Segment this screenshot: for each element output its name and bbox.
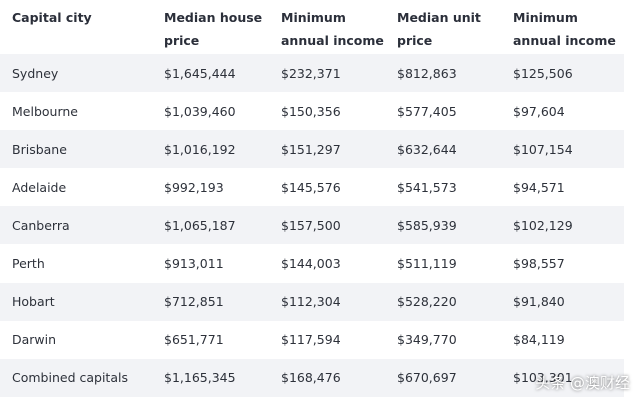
header-cell: Minimum annual income — [513, 10, 616, 48]
header-cell: Capital city — [12, 10, 92, 25]
city-cell: Canberra — [12, 217, 70, 233]
city-cell: Adelaide — [12, 179, 67, 195]
value-cell: $168,476 — [281, 370, 341, 386]
value-cell: $712,851 — [164, 294, 224, 310]
value-cell: $84,119 — [513, 332, 565, 348]
table-header: Capital city Median house price Minimum an… — [0, 0, 624, 54]
table-row: Combined capitals $1,165,345 $168,476 $670,… — [0, 358, 624, 397]
value-cell: $103,301 — [513, 370, 573, 386]
table-row: Melbourne $1,039,460 $150,356 $577,405 $97,6… — [0, 92, 624, 130]
table-row: Perth $913,011 $144,003 $511,119 $98,557 — [0, 244, 624, 282]
value-cell: $1,165,345 — [164, 370, 236, 386]
table-body: Sydney $1,645,444 $232,371 $812,863 $125,506… — [0, 54, 624, 397]
value-cell: $94,571 — [513, 179, 565, 195]
value-cell: $107,154 — [513, 141, 573, 157]
value-cell: $349,770 — [397, 332, 457, 348]
city-cell: Hobart — [12, 294, 55, 310]
city-cell: Perth — [12, 256, 45, 272]
header-row: Capital city Median house price Minimum an… — [0, 0, 624, 54]
value-cell: $585,939 — [397, 217, 457, 233]
table-row: Hobart $712,851 $112,304 $528,220 $91,840 — [0, 282, 624, 321]
value-cell: $812,863 — [397, 65, 457, 81]
value-cell: $541,573 — [397, 179, 457, 195]
value-cell: $992,193 — [164, 179, 224, 195]
value-cell: $1,016,192 — [164, 141, 236, 157]
value-cell: $117,594 — [281, 332, 341, 348]
value-cell: $151,297 — [281, 141, 341, 157]
value-cell: $913,011 — [164, 256, 224, 272]
value-cell: $150,356 — [281, 103, 341, 119]
value-cell: $651,771 — [164, 332, 224, 348]
city-cell: Melbourne — [12, 103, 78, 119]
value-cell: $91,840 — [513, 294, 565, 310]
value-cell: $102,129 — [513, 217, 573, 233]
value-cell: $1,039,460 — [164, 103, 236, 119]
value-cell: $157,500 — [281, 217, 341, 233]
table-row: Adelaide $992,193 $145,576 $541,573 $94,571 — [0, 168, 624, 206]
header-cell: Median house price — [164, 10, 263, 48]
value-cell: $97,604 — [513, 103, 565, 119]
header-cell: Minimum annual income — [281, 10, 384, 48]
table-row: Sydney $1,645,444 $232,371 $812,863 $125,506 — [0, 54, 624, 93]
value-cell: $1,645,444 — [164, 65, 236, 81]
value-cell: $1,065,187 — [164, 217, 236, 233]
city-cell: Sydney — [12, 65, 59, 81]
value-cell: $125,506 — [513, 65, 573, 81]
value-cell: $670,697 — [397, 370, 457, 386]
value-cell: $632,644 — [397, 141, 457, 157]
table-row: Canberra $1,065,187 $157,500 $585,939 $102,1… — [0, 206, 624, 245]
table-row: Darwin $651,771 $117,594 $349,770 $84,119 — [0, 321, 624, 359]
value-cell: $511,119 — [397, 256, 457, 272]
data-table: Capital city Median house price Minimum an… — [0, 0, 624, 397]
watermark: 头条 @澳财经 — [535, 374, 630, 392]
value-cell: $112,304 — [281, 294, 341, 310]
value-cell: $144,003 — [281, 256, 341, 272]
city-cell: Brisbane — [12, 141, 67, 157]
value-cell: $232,371 — [281, 65, 341, 81]
value-cell: $145,576 — [281, 179, 341, 195]
value-cell: $98,557 — [513, 256, 565, 272]
value-cell: $528,220 — [397, 294, 457, 310]
table-row: Brisbane $1,016,192 $151,297 $632,644 $107,1… — [0, 130, 624, 169]
city-cell: Combined capitals — [12, 370, 128, 386]
header-cell: Median unit price — [397, 10, 481, 48]
city-cell: Darwin — [12, 332, 57, 348]
value-cell: $577,405 — [397, 103, 457, 119]
